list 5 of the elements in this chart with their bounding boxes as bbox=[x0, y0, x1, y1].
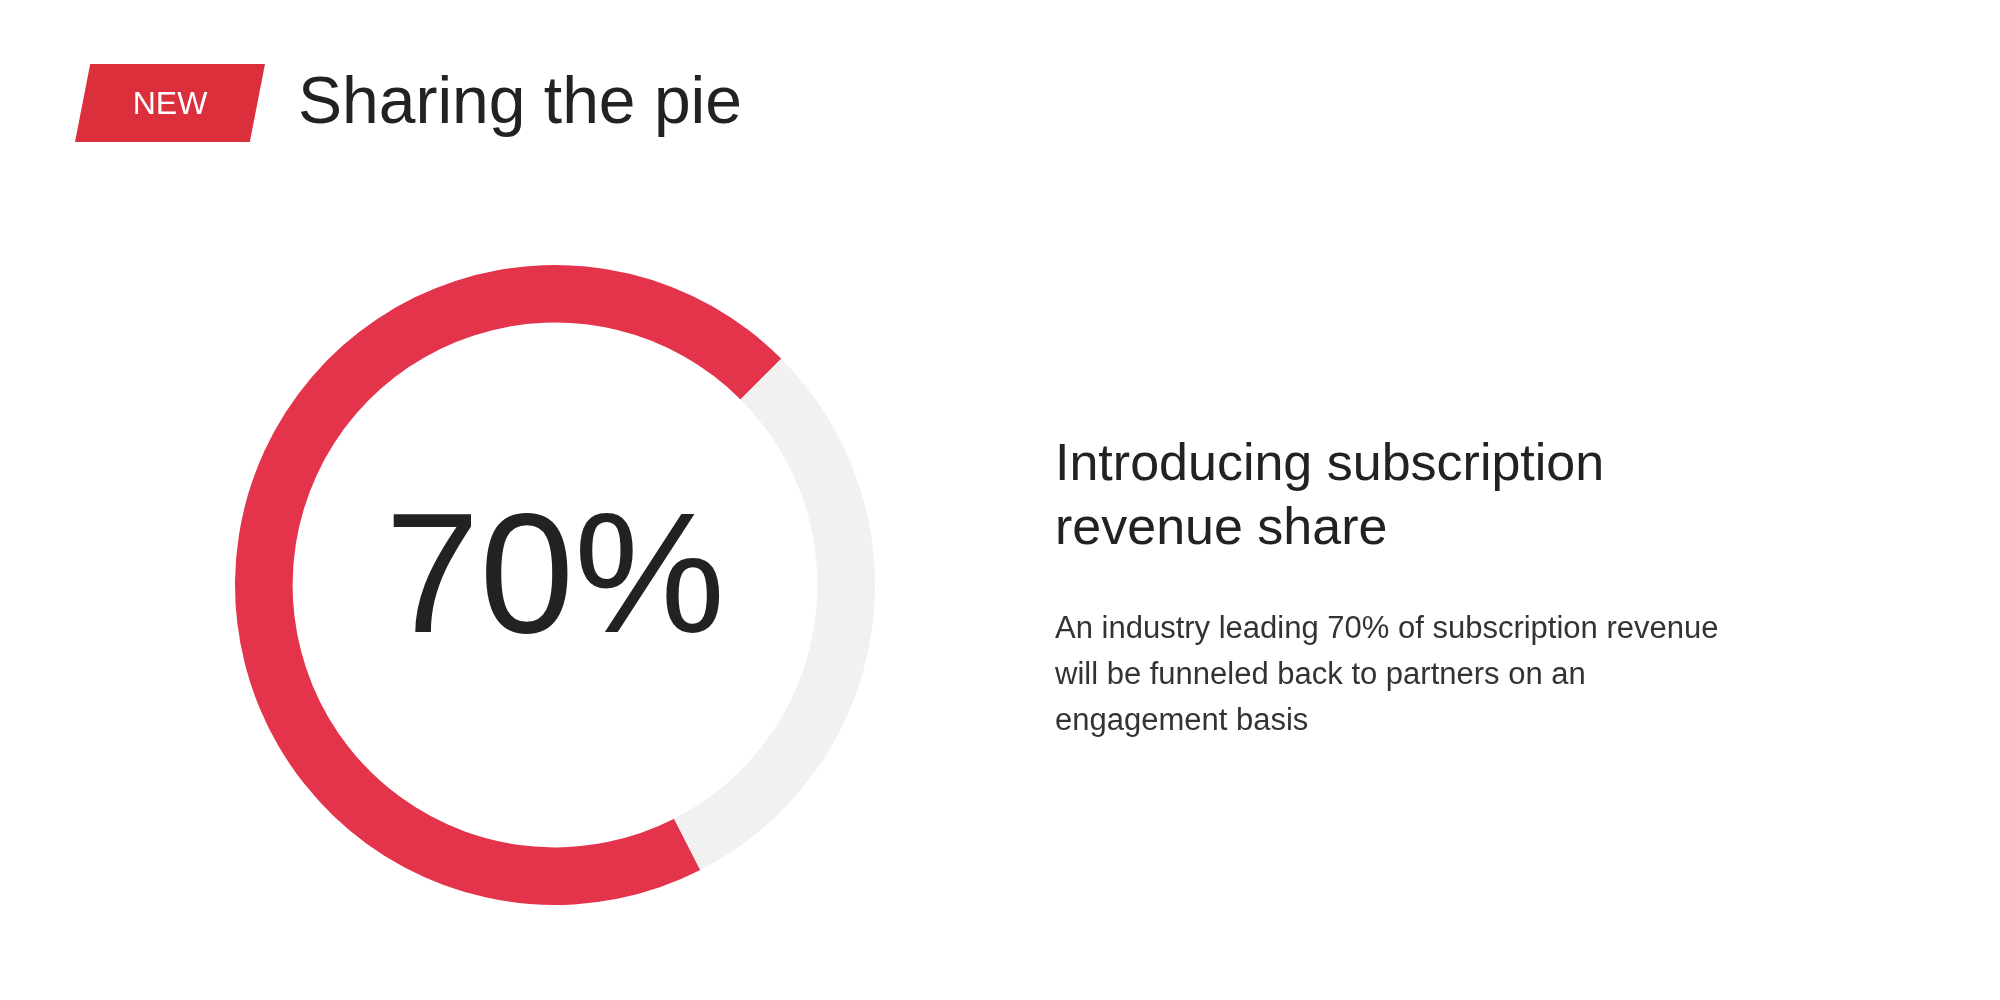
data-label: 70% bbox=[384, 477, 726, 668]
text: Introducing subscription revenue share bbox=[1055, 432, 1606, 557]
chart-title: Sharing the pie bbox=[298, 62, 742, 138]
text: An industry leading 70% of subscription revenue will be funneled back to partners on an engagement basis bbox=[1055, 609, 1720, 739]
text: NEW bbox=[75, 64, 265, 142]
